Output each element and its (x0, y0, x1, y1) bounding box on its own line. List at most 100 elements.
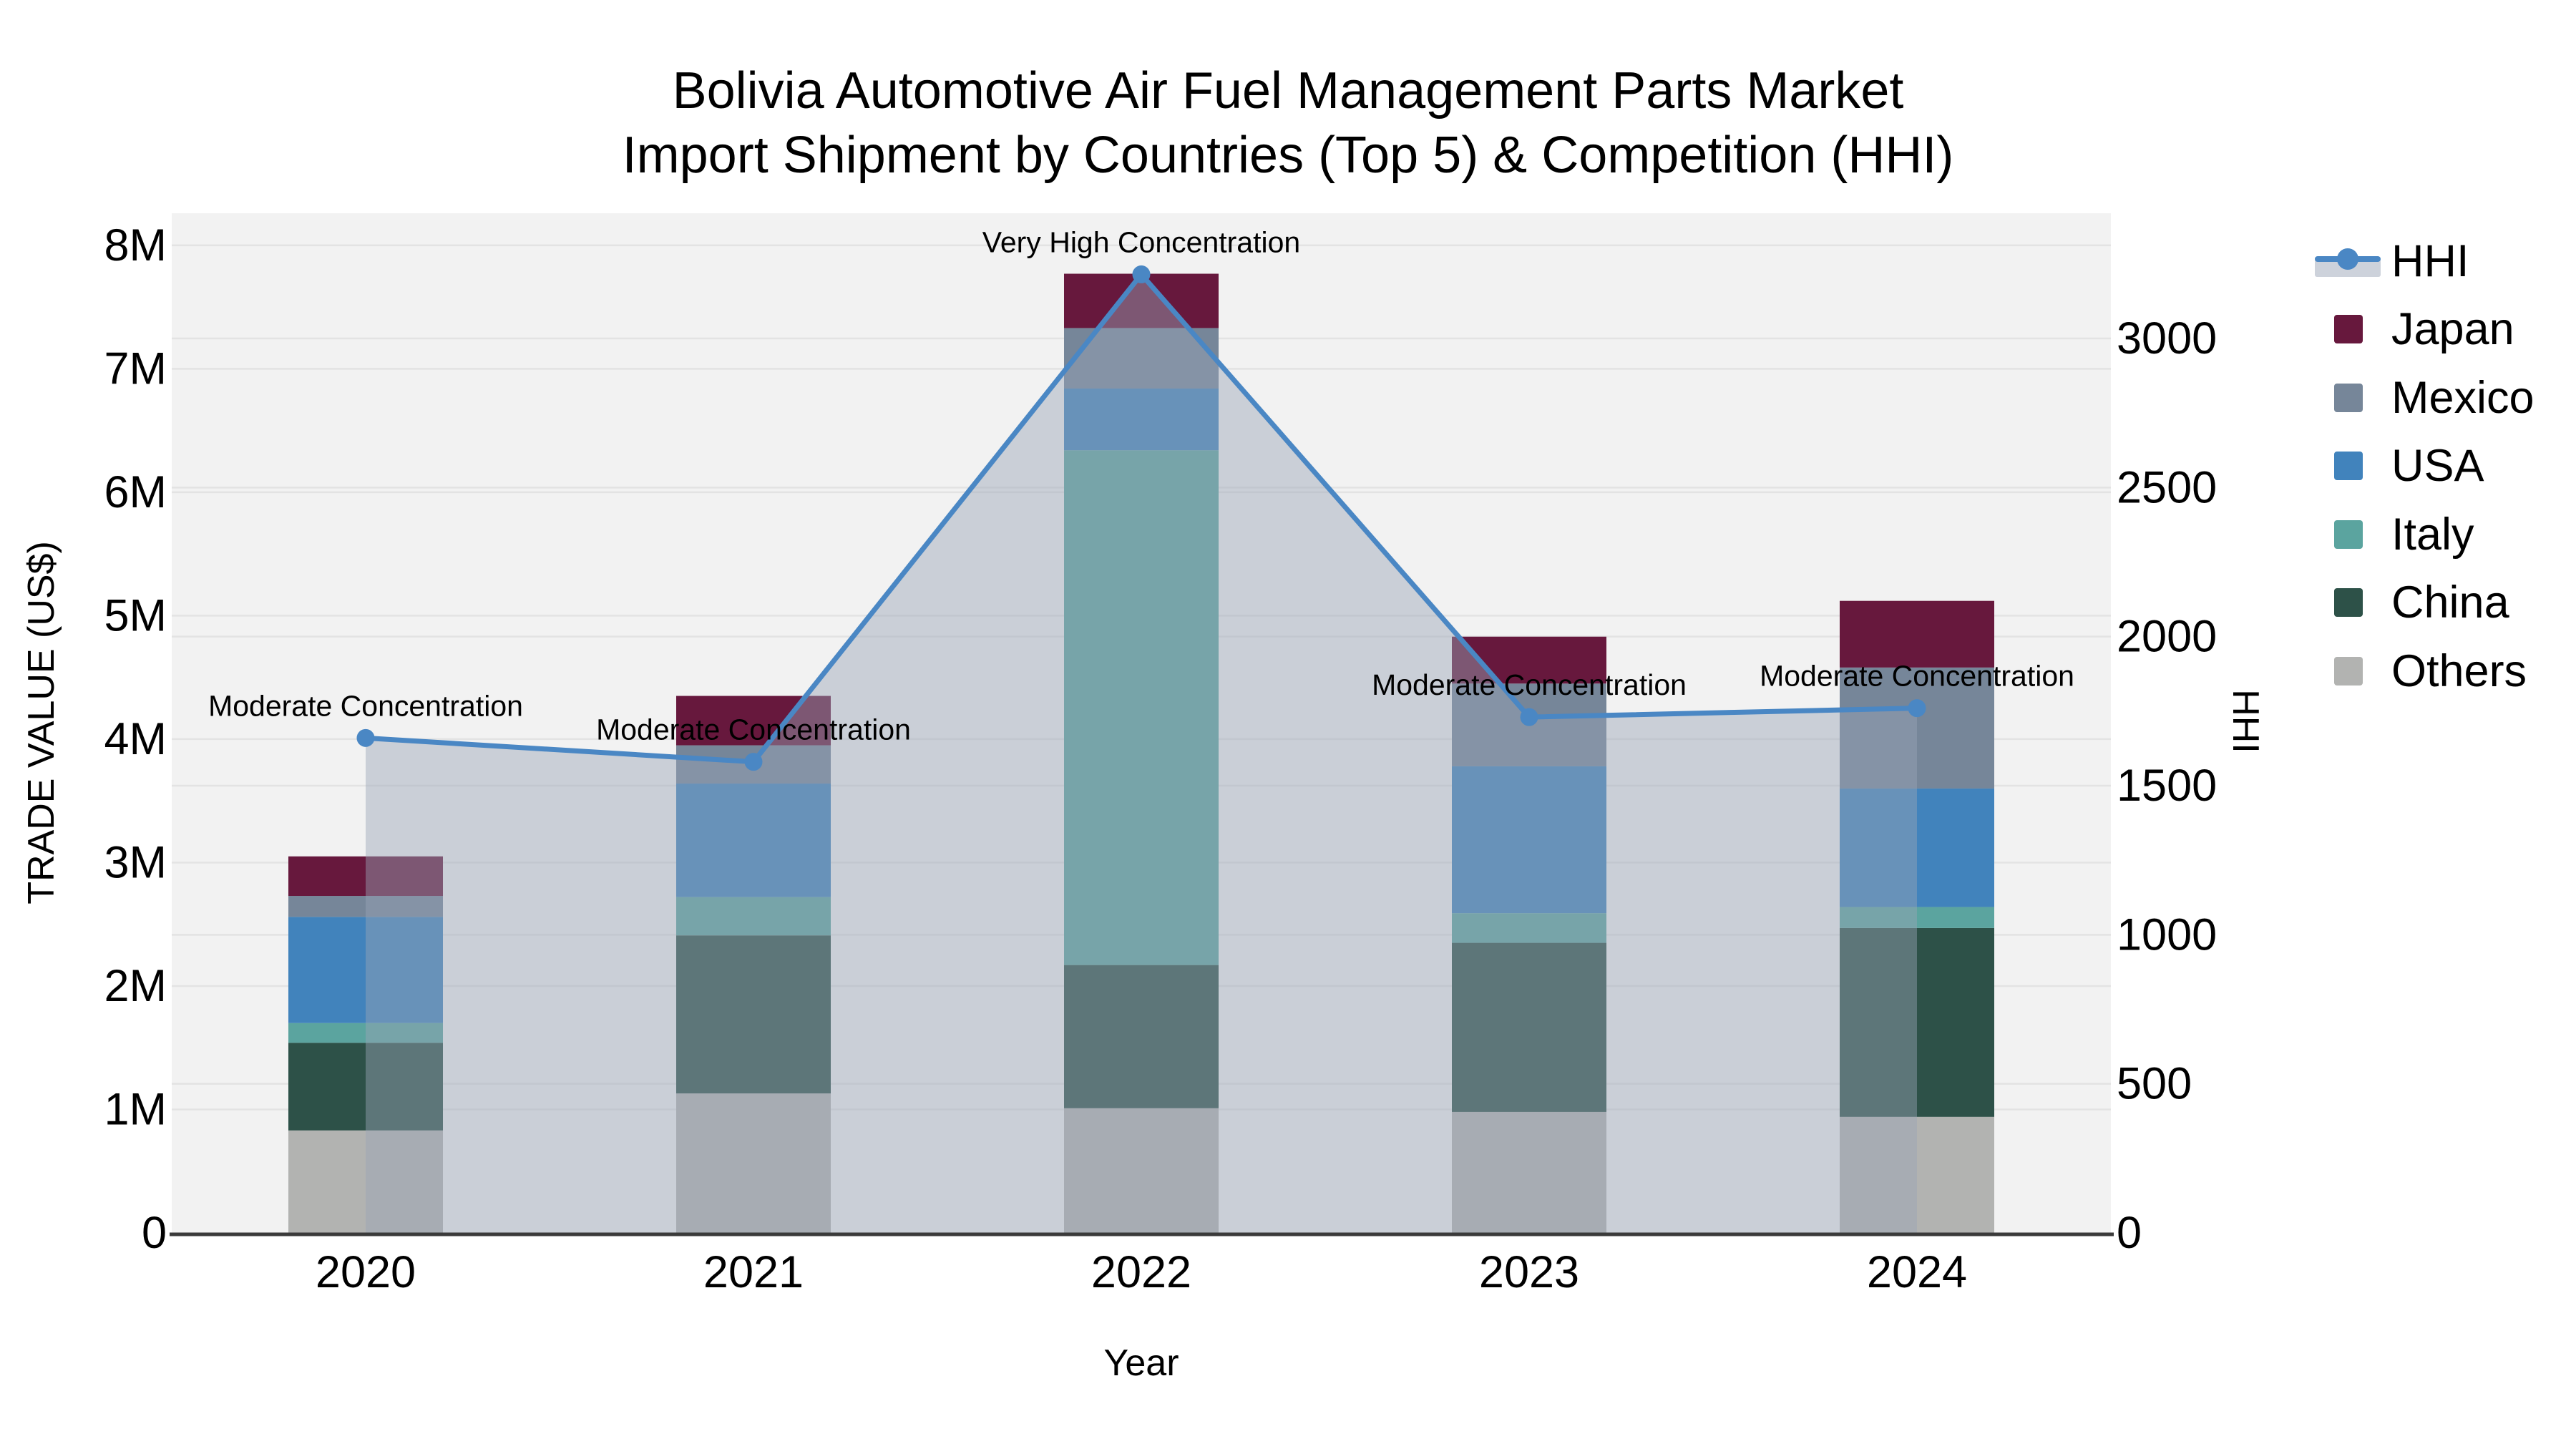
bar-2024-china (1840, 927, 1994, 1117)
hhi-markers (356, 265, 1926, 771)
bar-2024-usa (1840, 788, 1994, 907)
bar-2020-usa (288, 917, 443, 1023)
y-right-tick-2500: 2500 (2117, 462, 2217, 512)
annotations-layer: Moderate Concentration Moderate Concentra… (208, 225, 2074, 746)
y-left-tick-3M: 3M (104, 837, 167, 887)
legend-label-italy: Italy (2391, 509, 2474, 560)
chart-title: Bolivia Automotive Air Fuel Management P… (0, 59, 2576, 187)
bar-2022-usa (1064, 388, 1219, 451)
x-axis-title: Year (1103, 1342, 1179, 1384)
annotation-2020: Moderate Concentration (208, 689, 523, 722)
y-left-tick-0: 0 (142, 1208, 167, 1258)
chart-title-line2: Import Shipment by Countries (Top 5) & C… (622, 127, 1954, 184)
bar-2024-others (1840, 1116, 1994, 1233)
y-right-tick-3000: 3000 (2117, 313, 2217, 364)
hhi-marker-2023 (1520, 708, 1538, 726)
hhi-marker-2021 (744, 753, 763, 771)
japan-swatch-box (2334, 315, 2363, 344)
x-tick-2020: 2020 (316, 1247, 416, 1297)
bar-2023-italy (1452, 913, 1606, 943)
y-left-tick-4M: 4M (104, 714, 167, 764)
legend-item-china[interactable]: China (2275, 569, 2534, 638)
china-swatch-box (2334, 588, 2363, 618)
bar-2024-japan (1840, 600, 1994, 668)
hhi-line-swatch (2275, 227, 2383, 295)
bar-2024-italy (1840, 907, 1994, 928)
bar-2023-others (1452, 1111, 1606, 1233)
y-right-tick-2000: 2000 (2117, 612, 2217, 662)
bar-2022-china (1064, 965, 1219, 1108)
annotation-2024: Moderate Concentration (1760, 660, 2074, 693)
legend-label-china: China (2391, 577, 2509, 628)
legend-item-italy[interactable]: Italy (2275, 500, 2534, 569)
usa-swatch-box (2334, 452, 2363, 481)
mexico-color-swatch (2275, 364, 2383, 431)
legend-item-hhi[interactable]: HHI (2275, 227, 2534, 296)
bar-2020-japan (288, 856, 443, 897)
y-axis-labels-left: 0 1M 2M 3M 4M 5M 6M 7M 8M (104, 220, 167, 1258)
hhi-area-fill (366, 274, 1917, 1234)
legend-label-usa: USA (2391, 441, 2484, 492)
china-color-swatch (2275, 569, 2383, 637)
bar-2020-others (288, 1130, 443, 1233)
hhi-marker-2024 (1908, 699, 1926, 718)
bar-2021-japan (676, 696, 831, 746)
legend-item-usa[interactable]: USA (2275, 432, 2534, 501)
mexico-swatch-box (2334, 383, 2363, 412)
y-right-tick-500: 500 (2117, 1059, 2192, 1109)
legend-label-mexico: Mexico (2391, 372, 2534, 423)
bar-2020-china (288, 1043, 443, 1131)
hhi-marker-2022 (1132, 265, 1151, 283)
hhi-marker-dot (2337, 248, 2358, 270)
y-axis-title-left: TRADE VALUE (US$) (21, 541, 62, 904)
bar-2021-usa (676, 784, 831, 897)
legend-label-japan: Japan (2391, 304, 2514, 355)
legend: HHI Japan Mexico USA Italy China Others (2275, 227, 2534, 706)
y-right-tick-1000: 1000 (2117, 909, 2217, 960)
annotation-2022: Very High Concentration (982, 225, 1300, 258)
x-axis-labels: 2020 2021 2022 2023 2024 (316, 1247, 1967, 1297)
legend-label-others: Others (2391, 645, 2527, 696)
bar-2024-mexico (1840, 667, 1994, 789)
legend-item-others[interactable]: Others (2275, 637, 2534, 706)
y-left-tick-2M: 2M (104, 961, 167, 1011)
y-axis-labels-right: 0 500 1000 1500 2000 2500 3000 (2117, 313, 2217, 1258)
y-left-tick-8M: 8M (104, 220, 167, 270)
y-left-tick-7M: 7M (104, 343, 167, 394)
annotation-2023: Moderate Concentration (1372, 668, 1687, 701)
hhi-marker-2020 (356, 728, 375, 747)
bar-2022-italy (1064, 450, 1219, 965)
x-tick-2024: 2024 (1867, 1247, 1967, 1297)
annotation-2021: Moderate Concentration (596, 713, 911, 746)
usa-color-swatch (2275, 432, 2383, 500)
others-swatch-box (2334, 656, 2363, 686)
y-left-tick-5M: 5M (104, 590, 167, 640)
italy-swatch-box (2334, 519, 2363, 549)
x-tick-2021: 2021 (703, 1247, 804, 1297)
bars-layer (288, 273, 1994, 1233)
x-tick-2022: 2022 (1091, 1247, 1191, 1297)
bar-2021-italy (676, 897, 831, 936)
y-axis-title-right: HHI (2225, 689, 2266, 753)
bar-2021-china (676, 935, 831, 1094)
bar-2020-italy (288, 1023, 443, 1043)
y-right-tick-0: 0 (2117, 1208, 2142, 1258)
legend-item-japan[interactable]: Japan (2275, 296, 2534, 364)
legend-item-mexico[interactable]: Mexico (2275, 364, 2534, 432)
others-color-swatch (2275, 637, 2383, 705)
y-right-tick-1500: 1500 (2117, 761, 2217, 811)
italy-color-swatch (2275, 500, 2383, 568)
y-left-tick-1M: 1M (104, 1084, 167, 1134)
bar-2021-others (676, 1093, 831, 1233)
bar-2023-china (1452, 942, 1606, 1112)
chart-title-line1: Bolivia Automotive Air Fuel Management P… (672, 62, 1904, 119)
bar-2020-mexico (288, 896, 443, 917)
legend-label-hhi: HHI (2391, 235, 2469, 286)
x-tick-2023: 2023 (1479, 1247, 1579, 1297)
japan-color-swatch (2275, 296, 2383, 364)
y-left-tick-6M: 6M (104, 467, 167, 517)
bar-2022-others (1064, 1108, 1219, 1233)
bar-2023-usa (1452, 766, 1606, 914)
